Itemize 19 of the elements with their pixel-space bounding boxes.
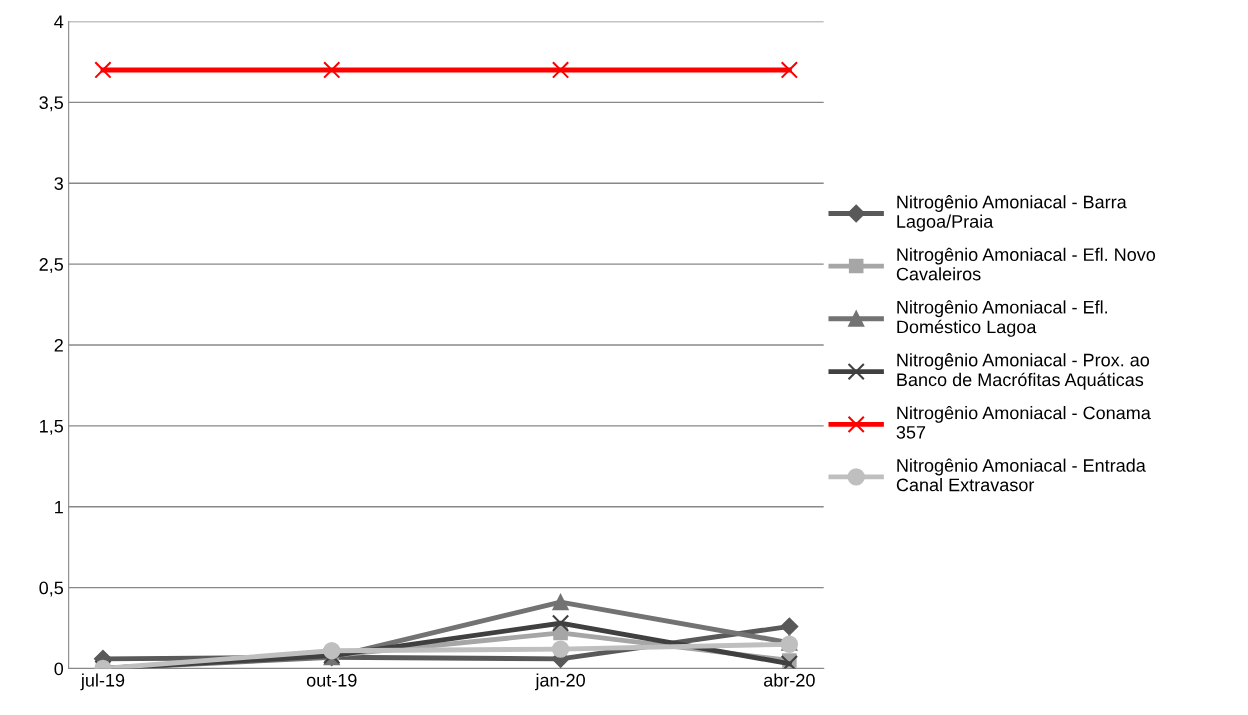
legend-label: Nitrogênio Amoniacal - Barra Lagoa/Praia [897,195,1127,232]
x-tick-label: abr-20 [764,673,815,687]
legend-label: Nitrogênio Amoniacal - Entrada Canal Extravasor [896,458,1146,492]
y-tick-label: 3,5 [39,96,64,112]
y-tick-label: 2 [54,338,63,352]
y-tick-label: 0 [54,662,64,676]
y-tick-label: 0,5 [39,581,64,597]
y-tick-label: 4 [54,15,64,28]
y-tick-label: 3 [54,177,63,190]
x-tick-label: jan-20 [535,673,585,691]
legend-label: Nitrogênio Amoniacal - Conama 357 [896,405,1151,439]
y-tick-label: 1,5 [40,419,64,435]
legend-label: Nitrogênio Amoniacal - Efl. Novo Cavaleiros [896,247,1156,281]
legend-label: Nitrogênio Amoniacal - Efl. Doméstico Lagoa [897,300,1108,337]
x-tick-label: out-19 [306,673,357,687]
y-tick-label: 1 [55,500,63,514]
legend-label: Nitrogênio Amoniacal - Prox. ao Banco de Macrófitas Aquáticas [897,353,1150,390]
y-tick-label: 2,5 [39,258,64,273]
x-tick-label: jul-19 [80,673,125,691]
